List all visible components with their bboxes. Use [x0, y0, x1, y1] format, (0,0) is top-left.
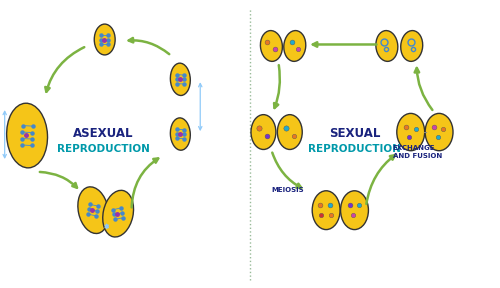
- Ellipse shape: [102, 190, 134, 237]
- Text: REPRODUCTION: REPRODUCTION: [57, 144, 150, 154]
- Ellipse shape: [260, 31, 282, 61]
- FancyArrowPatch shape: [40, 172, 77, 188]
- FancyArrowPatch shape: [128, 38, 169, 54]
- Text: MEIOSIS: MEIOSIS: [272, 187, 304, 193]
- FancyArrowPatch shape: [366, 155, 395, 204]
- Text: REPRODUCTION: REPRODUCTION: [308, 144, 401, 154]
- Ellipse shape: [94, 24, 115, 55]
- Text: EXCHANGE
AND FUSION: EXCHANGE AND FUSION: [393, 145, 442, 159]
- Ellipse shape: [284, 31, 306, 61]
- Ellipse shape: [376, 31, 398, 61]
- Text: SEXUAL: SEXUAL: [329, 126, 380, 140]
- FancyArrowPatch shape: [272, 153, 302, 188]
- Ellipse shape: [170, 63, 190, 95]
- FancyArrowPatch shape: [198, 84, 202, 130]
- Ellipse shape: [278, 115, 302, 149]
- Ellipse shape: [400, 31, 422, 61]
- Ellipse shape: [170, 118, 190, 150]
- FancyArrowPatch shape: [46, 47, 84, 92]
- Ellipse shape: [251, 115, 276, 149]
- Ellipse shape: [6, 103, 48, 168]
- FancyArrowPatch shape: [313, 42, 376, 47]
- Ellipse shape: [312, 191, 340, 230]
- FancyArrowPatch shape: [414, 68, 432, 110]
- Ellipse shape: [397, 113, 424, 151]
- FancyArrowPatch shape: [132, 158, 158, 207]
- FancyArrowPatch shape: [3, 111, 6, 158]
- Ellipse shape: [78, 187, 108, 234]
- Text: ASEXUAL: ASEXUAL: [73, 126, 134, 140]
- FancyArrowPatch shape: [105, 224, 108, 228]
- Ellipse shape: [340, 191, 368, 230]
- Ellipse shape: [425, 113, 453, 151]
- FancyArrowPatch shape: [274, 65, 280, 108]
